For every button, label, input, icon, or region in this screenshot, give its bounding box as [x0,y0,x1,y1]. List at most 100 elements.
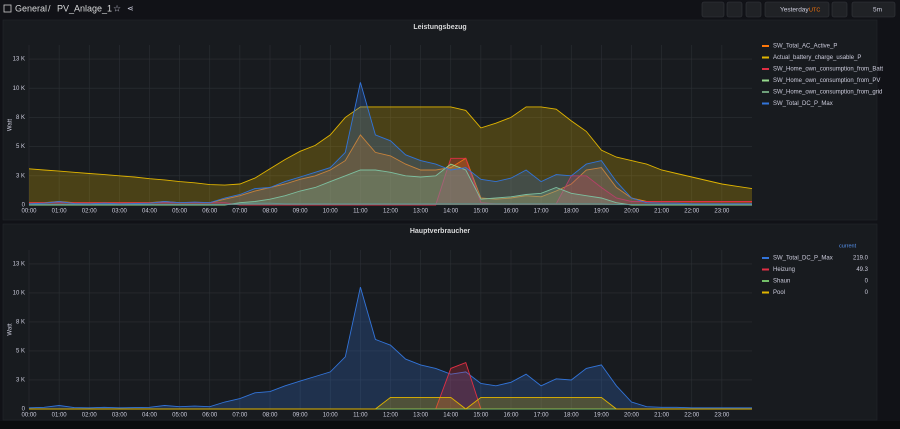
zoom-out-button[interactable] [831,1,848,18]
y-tick-label: 0 [22,407,26,413]
x-tick-label: 06:00 [202,413,218,419]
taskbar [0,421,900,429]
x-tick-label: 01:00 [52,413,68,419]
x-tick-label: 10:00 [323,413,339,419]
time-picker[interactable] [764,1,830,18]
legend-label: SW_Home_own_consumption_from_Batt [773,67,883,73]
x-tick-label: 03:00 [112,209,128,215]
x-tick-label: 11:00 [353,413,368,419]
y-tick-label: 8 K [16,320,25,326]
x-tick-label: 23:00 [714,413,730,419]
x-tick-label: 13:00 [413,209,429,215]
x-tick-label: 21:00 [654,413,670,419]
legend-current-value: 0 [865,290,869,296]
x-tick-label: 11:00 [353,209,368,215]
x-tick-label: 20:00 [624,209,640,215]
panel-title: Leistungsbezug [413,24,466,31]
refresh-interval: 5m [873,7,882,14]
line [29,163,752,206]
x-tick-label: 00:00 [21,413,37,419]
line [29,396,752,410]
x-tick-label: 10:00 [323,209,339,215]
x-tick-label: 04:00 [142,413,158,419]
area [29,82,752,205]
x-tick-label: 09:00 [293,209,309,215]
x-tick-label: 14:00 [443,413,459,419]
area [29,164,752,205]
time-range: Yesterday [780,7,809,14]
legend-label: SW_Total_AC_Active_P [773,44,837,50]
x-tick-label: 04:00 [142,209,158,215]
y-tick-label: 3 K [16,173,25,179]
x-tick-label: 22:00 [684,209,700,215]
x-tick-label: 05:00 [172,413,188,419]
x-tick-label: 19:00 [594,413,610,419]
add-panel-button[interactable] [701,1,725,18]
settings-button[interactable] [745,1,762,18]
y-axis-label: Watt [8,323,14,335]
x-tick-label: 00:00 [21,209,37,215]
x-tick-label: 17:00 [534,209,550,215]
x-tick-label: 13:00 [413,413,429,419]
x-tick-label: 16:00 [503,209,519,215]
x-tick-label: 02:00 [82,413,98,419]
legend-sort-header[interactable]: current [839,243,857,249]
x-tick-label: 22:00 [684,413,700,419]
x-tick-label: 06:00 [202,209,218,215]
line [29,202,752,205]
panel-title: Hauptverbraucher [410,228,471,235]
x-tick-label: 18:00 [564,209,580,215]
x-tick-label: 09:00 [293,413,309,419]
y-tick-label: 8 K [16,115,25,121]
x-tick-label: 17:00 [534,413,550,419]
y-tick-label: 13 K [13,262,25,268]
x-tick-label: 23:00 [714,209,730,215]
legend-label: Actual_battery_charge_usable_P [773,55,861,61]
x-tick-label: 07:00 [232,413,248,419]
x-tick-label: 08:00 [262,413,278,419]
legend-current-value: 219.0 [853,256,869,262]
y-tick-label: 3 K [16,378,25,384]
legend-label: SW_Total_DC_P_Max [773,101,833,107]
x-tick-label: 14:00 [443,209,459,215]
share-icon[interactable]: ⋖ [127,4,134,13]
area [29,287,752,409]
x-tick-label: 12:00 [383,413,399,419]
x-tick-label: 03:00 [112,413,128,419]
y-tick-label: 10 K [13,291,25,297]
x-tick-label: 07:00 [232,209,248,215]
x-tick-label: 18:00 [564,413,580,419]
save-button[interactable] [726,1,743,18]
x-tick-label: 12:00 [383,209,399,215]
star-icon[interactable]: ☆ [113,3,121,13]
y-tick-label: 5 K [16,144,25,150]
line [29,157,752,206]
breadcrumb-home[interactable]: General [15,3,47,13]
line [28,286,752,409]
line [28,106,753,190]
legend-label: SW_Home_own_consumption_from_grid [773,90,882,96]
panel [2,19,878,221]
legend-label: SW_Total_DC_P_Max [773,256,833,262]
x-tick-label: 05:00 [172,209,188,215]
x-tick-label: 08:00 [262,209,278,215]
legend-label: SW_Home_own_consumption_from_PV [773,78,880,84]
area [29,397,752,409]
x-tick-label: 15:00 [473,209,489,215]
legend-label: Heizung [773,267,795,273]
x-tick-label: 20:00 [624,413,640,419]
y-tick-label: 0 [22,203,26,209]
apps-icon[interactable] [3,4,12,13]
legend-current-value: 49.3 [856,267,868,273]
top-bar: General / PV_Anlage_1 ☆ ⋖ Yesterday UTC … [3,1,896,18]
y-axis-label: Watt [8,119,14,131]
area [29,134,752,205]
x-tick-label: 19:00 [594,209,610,215]
dashboard-title[interactable]: PV_Anlage_1 [57,3,112,13]
timezone: UTC [809,7,820,13]
legend-label: Shaun [773,279,790,285]
x-tick-label: 21:00 [654,209,670,215]
refresh-picker[interactable] [851,1,896,18]
y-tick-label: 13 K [13,57,25,63]
